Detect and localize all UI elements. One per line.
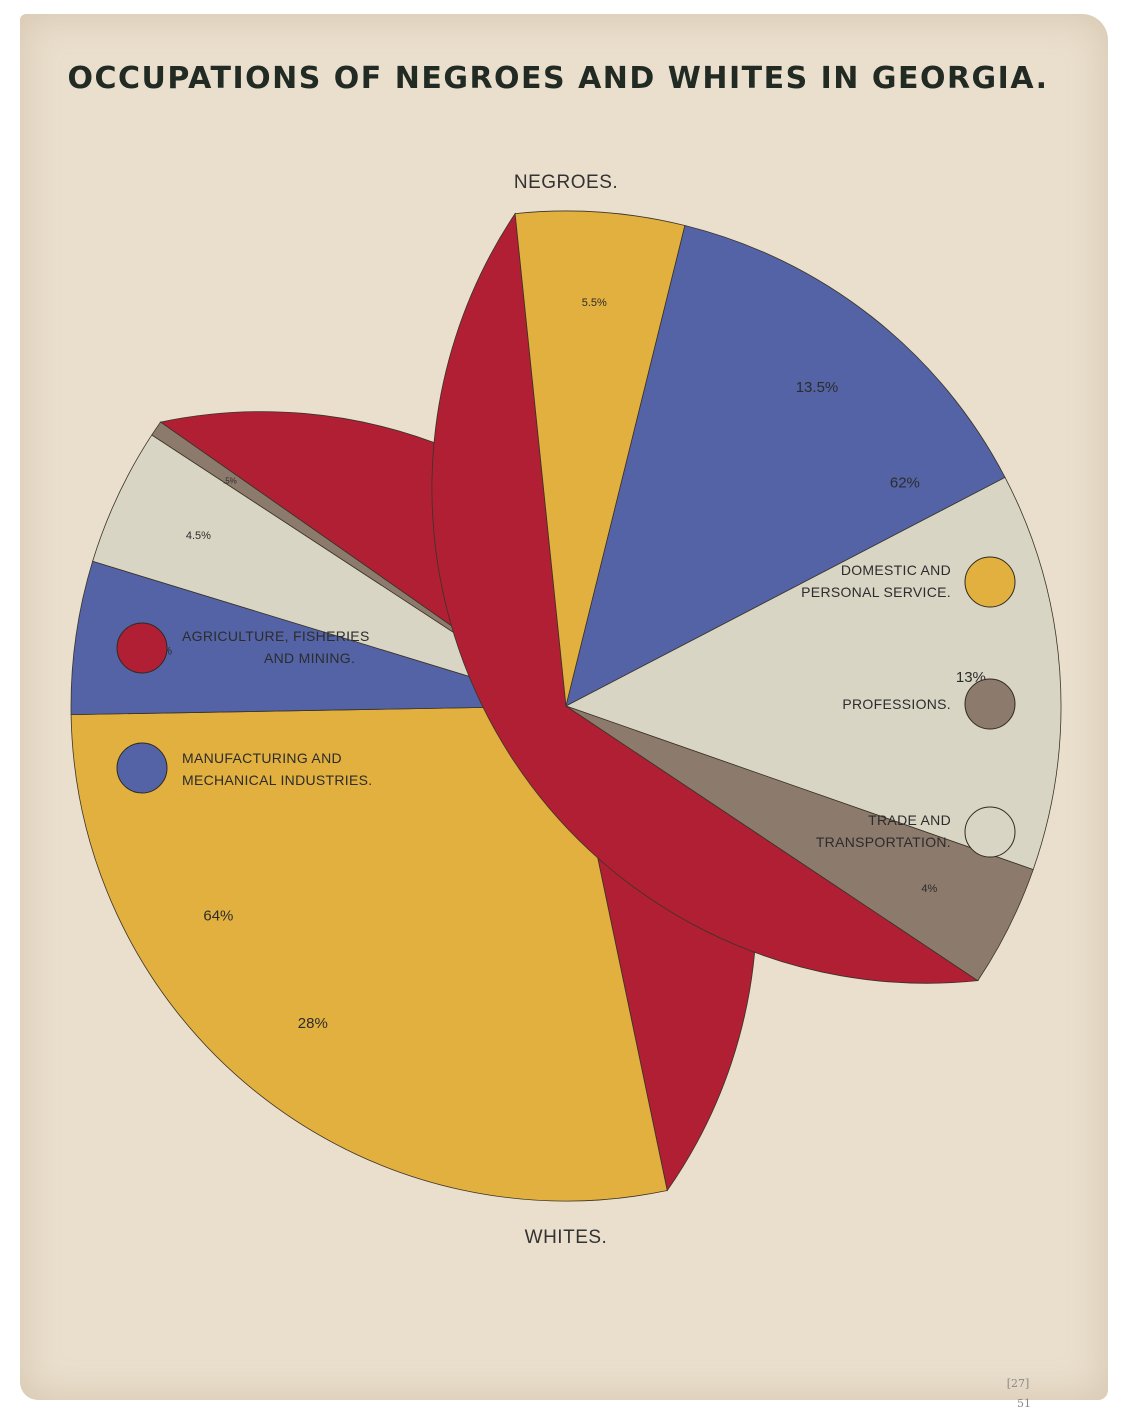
wedge-negroes-manufacturing xyxy=(70,560,567,716)
legend-swatch-manufacturing xyxy=(116,742,168,794)
percent-label-whites-manufacturing: 13.5% xyxy=(796,379,839,396)
page-mark-number: [27] xyxy=(1007,1377,1030,1390)
wedge-whites-manufacturing xyxy=(565,225,1006,707)
series-label-negroes: NEGROES. xyxy=(514,172,618,193)
wedge-negroes-domestic xyxy=(70,705,668,1202)
percent-label-negroes-professions: .5% xyxy=(223,476,237,485)
wedge-whites-domestic xyxy=(514,210,686,707)
legend-swatch-professions xyxy=(964,678,1016,730)
percent-label-whites-agriculture: 64% xyxy=(203,908,233,925)
legend-swatch-domestic xyxy=(964,556,1016,608)
pie-wedges xyxy=(70,210,1062,1202)
percent-label-whites-domestic: 5.5% xyxy=(582,297,607,309)
legend-label-manufacturing-line-1: MANUFACTURING AND xyxy=(182,750,342,766)
legend-label-trade-line-2: TRANSPORTATION. xyxy=(816,834,951,850)
legend-label-professions-line-1: PROFESSIONS. xyxy=(842,696,951,712)
legend-swatch-agriculture xyxy=(116,622,168,674)
legend-label-agriculture-line-1: AGRICULTURE, FISHERIES xyxy=(182,628,370,644)
percent-label-negroes-agriculture: 62% xyxy=(890,475,920,492)
series-label-whites: WHITES. xyxy=(525,1227,608,1248)
legend-label-domestic-line-1: DOMESTIC AND xyxy=(841,562,951,578)
chart-title: OCCUPATIONS OF NEGROES AND WHITES IN GEO… xyxy=(67,61,1048,96)
wedge-whites-agriculture xyxy=(431,212,979,984)
legend: AGRICULTURE, FISHERIES AND MINING. DOMESTI… xyxy=(116,556,1016,858)
page-mark-pencil: 51 xyxy=(1017,1397,1031,1410)
legend-label-manufacturing-line-2: MECHANICAL INDUSTRIES. xyxy=(182,772,372,788)
legend-label-agriculture-line-2: AND MINING. xyxy=(264,650,355,666)
legend-label-domestic-line-2: PERSONAL SERVICE. xyxy=(801,584,951,600)
wedge-whites-trade xyxy=(564,476,1062,871)
percent-label-negroes-trade: 4.5% xyxy=(186,530,211,542)
legend-label-trade-line-1: TRADE AND xyxy=(868,812,951,828)
wedge-whites-professions xyxy=(565,705,1034,982)
percent-label-negroes-domestic: 28% xyxy=(298,1015,328,1032)
percent-label-whites-professions: 4% xyxy=(921,883,937,895)
legend-swatch-trade xyxy=(964,806,1016,858)
